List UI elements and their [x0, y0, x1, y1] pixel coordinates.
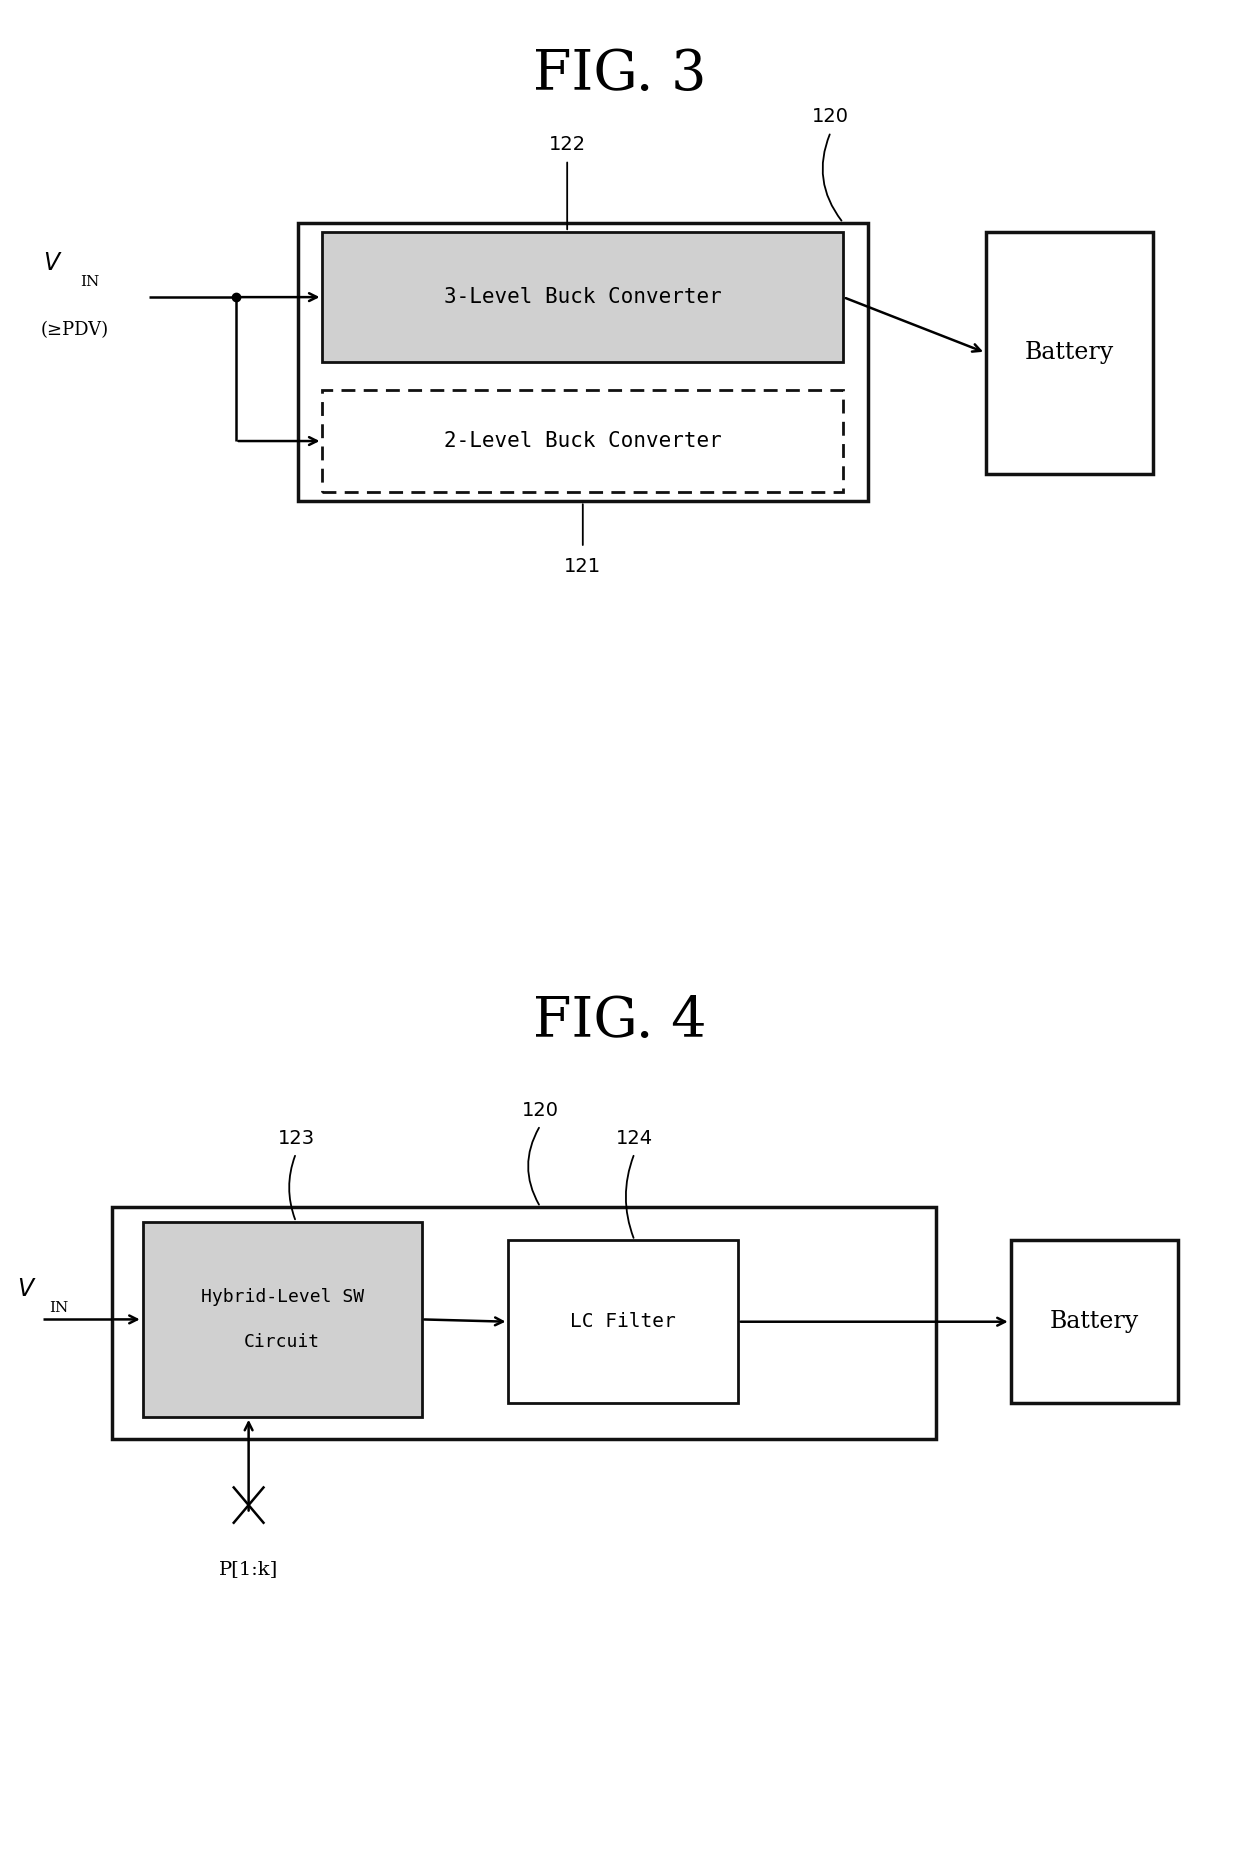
Text: FIG. 3: FIG. 3 — [533, 46, 707, 102]
Text: 3-Level Buck Converter: 3-Level Buck Converter — [444, 288, 722, 306]
Text: 120: 120 — [812, 108, 849, 126]
Text: 2-Level Buck Converter: 2-Level Buck Converter — [444, 431, 722, 451]
Text: IN: IN — [50, 1302, 69, 1315]
Text: $V$: $V$ — [43, 253, 63, 275]
Text: FIG. 4: FIG. 4 — [533, 993, 707, 1049]
Text: Hybrid-Level SW: Hybrid-Level SW — [201, 1289, 363, 1305]
Bar — [986, 232, 1153, 474]
Text: IN: IN — [81, 275, 100, 290]
Bar — [298, 223, 868, 501]
Text: (≥PDV): (≥PDV) — [41, 321, 109, 340]
Text: P[1:k]: P[1:k] — [219, 1560, 278, 1578]
Text: Circuit: Circuit — [244, 1333, 320, 1350]
Bar — [508, 1240, 738, 1404]
Text: 122: 122 — [548, 136, 585, 154]
Bar — [112, 1207, 936, 1439]
Text: LC Filter: LC Filter — [570, 1313, 676, 1331]
Text: 124: 124 — [616, 1129, 653, 1148]
Text: 120: 120 — [522, 1101, 559, 1120]
Text: Battery: Battery — [1025, 342, 1114, 364]
Text: 123: 123 — [278, 1129, 315, 1148]
Bar — [322, 232, 843, 362]
Bar — [143, 1222, 422, 1417]
Bar — [1011, 1240, 1178, 1404]
Text: $V$: $V$ — [17, 1278, 37, 1302]
Text: 121: 121 — [564, 557, 601, 576]
Bar — [322, 390, 843, 492]
Text: Battery: Battery — [1050, 1311, 1138, 1333]
